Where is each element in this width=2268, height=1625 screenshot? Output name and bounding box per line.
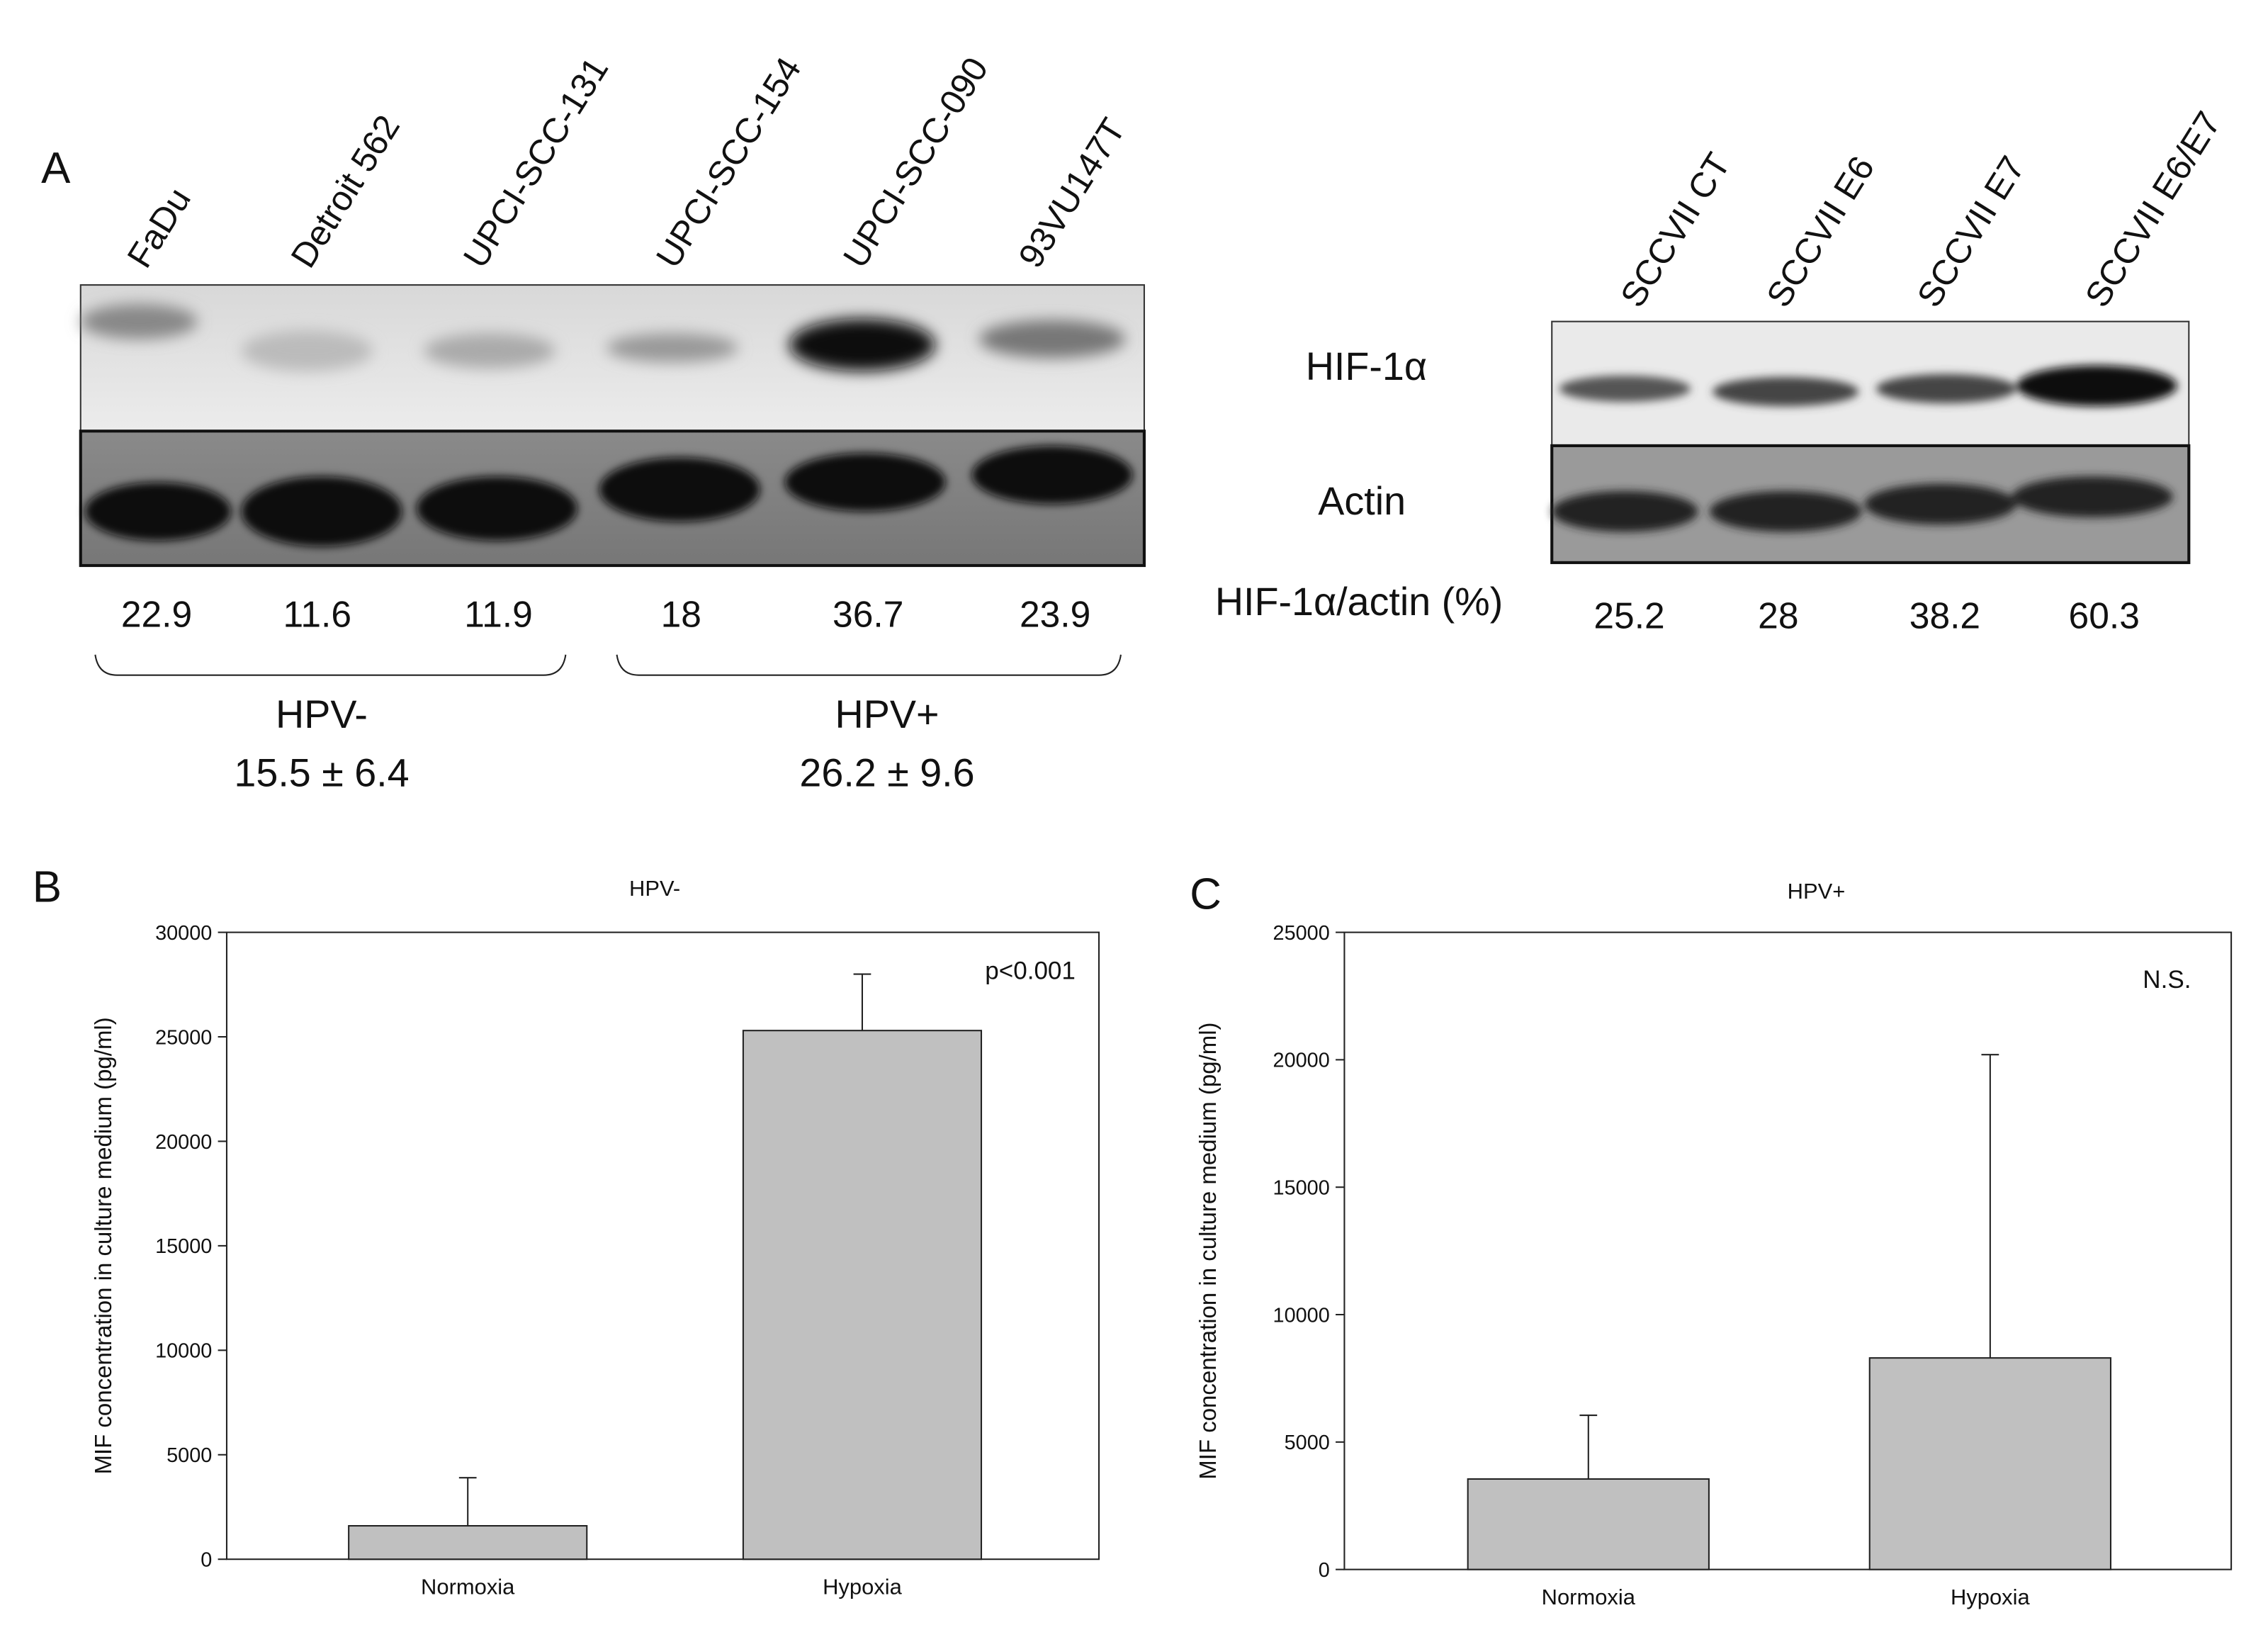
y-tick-label: 15000 <box>1273 1177 1330 1200</box>
bar <box>348 1524 588 1561</box>
bands <box>1552 365 2177 532</box>
group-summary: 15.5 ± 6.4 <box>234 750 409 794</box>
y-axis-label: MIF concentration in culture medium (pg/… <box>1195 1022 1221 1479</box>
ratio: 28 <box>1758 595 1798 636</box>
panel-label: C <box>1190 870 1222 919</box>
lane-label: SCCVII E6/E7 <box>2077 105 2228 314</box>
ratio: 25.2 <box>1593 595 1664 636</box>
y-tick-label: 25000 <box>155 1026 212 1049</box>
chart-title: HPV- <box>629 876 680 901</box>
ratio: 11.6 <box>283 594 352 635</box>
y-tick-label: 5000 <box>1285 1432 1330 1454</box>
bands <box>80 303 1126 371</box>
lane-label: SCCVII E6 <box>1759 150 1882 314</box>
x-tick-label: Normoxia <box>1542 1585 1636 1609</box>
lane-label: UPCI-SCC-090 <box>836 50 996 274</box>
bracket <box>94 654 567 676</box>
bar <box>1868 1357 2112 1570</box>
plot-frame <box>1343 931 2233 1570</box>
y-tick-label: 0 <box>201 1549 212 1572</box>
row-label: Actin <box>1318 479 1406 523</box>
y-axis-label: MIF concentration in culture medium (pg/… <box>90 1017 116 1474</box>
bands <box>84 445 1133 547</box>
blot-images <box>79 284 2191 676</box>
group-summary: 26.2 ± 9.6 <box>799 750 974 794</box>
ratio: 23.9 <box>1020 594 1090 635</box>
ratio: 18 <box>661 594 701 635</box>
annotation: N.S. <box>2143 966 2191 994</box>
bar <box>742 1030 983 1561</box>
x-tick-label: Hypoxia <box>823 1575 903 1599</box>
ratio: 38.2 <box>1909 595 1980 636</box>
annotation: p<0.001 <box>985 957 1076 985</box>
ratio: 11.9 <box>464 594 533 635</box>
panel-label: B <box>33 862 62 911</box>
lane-label: Detroit 562 <box>283 108 407 274</box>
row-label: HIF-1α <box>1306 344 1427 388</box>
lane-label: 93VU147T <box>1011 112 1133 275</box>
y-tick-label: 15000 <box>155 1235 212 1258</box>
group-label: HPV- <box>276 692 368 736</box>
bracket <box>616 654 1122 676</box>
y-tick-label: 20000 <box>1273 1050 1330 1072</box>
lane-label: FaDu <box>120 181 198 275</box>
y-tick-label: 10000 <box>1273 1304 1330 1327</box>
ratio-label: HIF-1α/actin (%) <box>1215 580 1503 624</box>
ratio: 36.7 <box>833 594 903 635</box>
lane-label: SCCVII E7 <box>1909 150 2032 314</box>
group-label: HPV+ <box>835 692 940 736</box>
y-tick-label: 20000 <box>155 1131 212 1154</box>
y-tick-label: 30000 <box>155 922 212 945</box>
chart-title: HPV+ <box>1788 879 1846 904</box>
lane-label: UPCI-SCC-131 <box>456 50 616 274</box>
y-tick-label: 25000 <box>1273 922 1330 945</box>
lane-label: SCCVII CT <box>1613 146 1738 314</box>
y-tick-label: 5000 <box>167 1444 212 1467</box>
ratio: 22.9 <box>121 594 192 635</box>
panel-label: A <box>41 144 71 193</box>
x-tick-label: Hypoxia <box>1951 1585 2031 1609</box>
ratio: 60.3 <box>2069 595 2140 636</box>
bar <box>1467 1478 1710 1570</box>
x-tick-label: Normoxia <box>421 1575 515 1599</box>
blot-hif <box>79 284 1145 432</box>
lane-label: UPCI-SCC-154 <box>649 50 809 274</box>
y-tick-label: 10000 <box>155 1340 212 1363</box>
y-tick-label: 0 <box>1319 1559 1330 1582</box>
